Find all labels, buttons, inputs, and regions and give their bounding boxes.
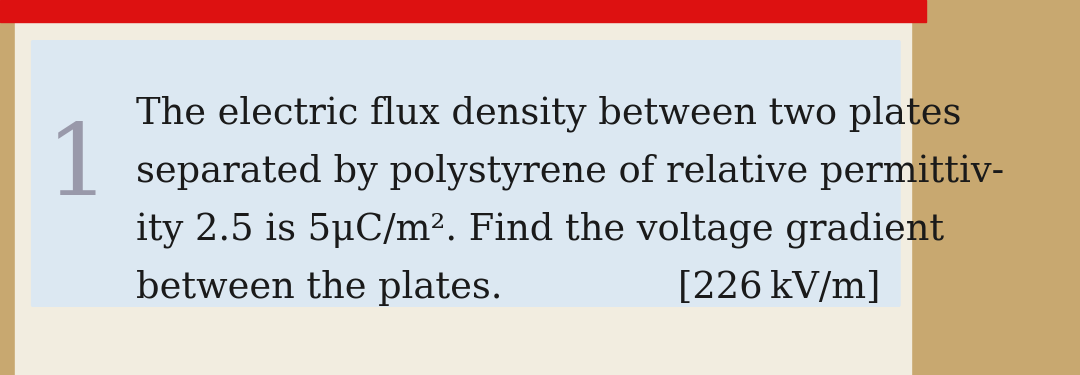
Text: 1: 1: [45, 120, 109, 216]
Text: separated by polystyrene of relative permittiv-: separated by polystyrene of relative per…: [135, 154, 1003, 190]
FancyBboxPatch shape: [31, 40, 901, 307]
Bar: [0, 0, 927, 22]
Text: between the plates.: between the plates.: [135, 270, 502, 306]
Text: The electric flux density between two plates: The electric flux density between two pl…: [135, 96, 961, 132]
Text: [226 kV/m]: [226 kV/m]: [678, 270, 880, 306]
Text: ity 2.5 is 5μC/m². Find the voltage gradient: ity 2.5 is 5μC/m². Find the voltage grad…: [135, 212, 944, 249]
